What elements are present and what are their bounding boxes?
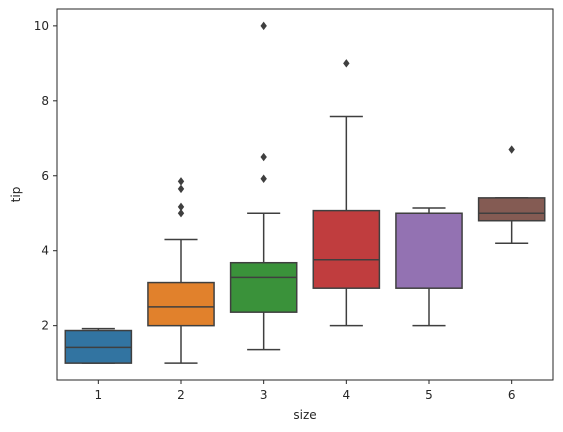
- x-tick-label: 6: [508, 388, 516, 402]
- y-tick-label: 2: [41, 319, 49, 333]
- y-tick-label: 10: [34, 19, 49, 33]
- y-axis: 2 4 6 8 10: [34, 19, 57, 333]
- plot-area: [64, 21, 546, 364]
- box-4: [312, 59, 381, 327]
- iqr-box: [395, 212, 463, 289]
- x-tick-label: 1: [95, 388, 103, 402]
- outlier-point: [260, 21, 267, 31]
- box-6: [477, 145, 546, 244]
- x-tick-label: 2: [177, 388, 185, 402]
- x-tick-label: 5: [425, 388, 433, 402]
- box-5: [395, 207, 463, 327]
- y-tick-label: 6: [41, 169, 49, 183]
- outlier-point: [177, 209, 185, 218]
- outlier-point: [177, 177, 185, 186]
- outlier-point: [260, 152, 267, 162]
- x-axis-label: size: [293, 408, 316, 422]
- y-axis-label: tip: [9, 187, 23, 203]
- x-tick-label: 4: [343, 388, 351, 402]
- x-axis: 1 2 3 4 5 6: [95, 380, 516, 402]
- box-1: [64, 327, 133, 364]
- iqr-box: [477, 197, 546, 222]
- box-3: [229, 21, 298, 351]
- axes-frame: [56, 8, 554, 381]
- iqr-box: [147, 281, 215, 327]
- outlier-point: [260, 174, 267, 183]
- iqr-box: [229, 261, 298, 313]
- box-2: [147, 177, 215, 364]
- x-tick-label: 3: [260, 388, 268, 402]
- y-tick-label: 4: [41, 244, 49, 258]
- iqr-box: [312, 209, 381, 289]
- outlier-point: [508, 145, 515, 154]
- outlier-point: [177, 202, 185, 212]
- outlier-point: [343, 59, 350, 68]
- y-tick-label: 8: [41, 94, 49, 108]
- outlier-point: [177, 184, 185, 194]
